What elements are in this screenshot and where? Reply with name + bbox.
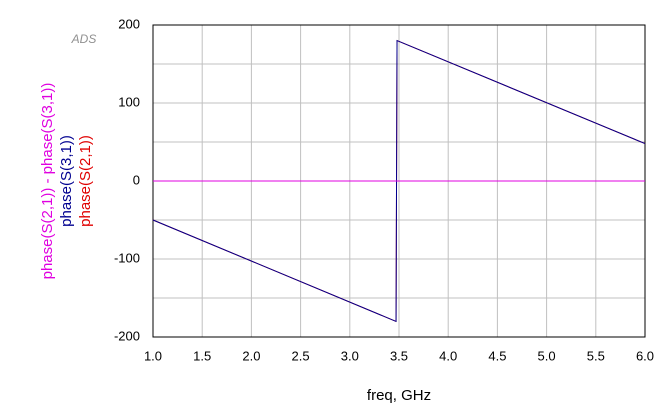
y-tick-label: -100 <box>114 250 140 265</box>
x-tick-label: 2.0 <box>242 348 260 363</box>
legend-label: phase(S(2,1)) <box>77 135 94 227</box>
x-tick-label: 2.5 <box>292 348 310 363</box>
legend-label: phase(S(3,1)) <box>58 135 75 227</box>
x-tick-label: 1.0 <box>144 348 162 363</box>
x-tick-label: 5.0 <box>538 348 556 363</box>
x-tick-label: 4.0 <box>439 348 457 363</box>
x-tick-label: 1.5 <box>193 348 211 363</box>
y-tick-label: 200 <box>118 16 140 31</box>
x-tick-label: 3.0 <box>341 348 359 363</box>
y-tick-label: 0 <box>133 172 140 187</box>
x-tick-label: 6.0 <box>636 348 654 363</box>
x-tick-label: 3.5 <box>390 348 408 363</box>
x-tick-label: 5.5 <box>587 348 605 363</box>
y-tick-label: 100 <box>118 94 140 109</box>
y-tick-label: -200 <box>114 328 140 343</box>
x-tick-label: 4.5 <box>488 348 506 363</box>
legend-label: phase(S(2,1)) - phase(S(3,1)) <box>39 83 56 280</box>
watermark: ADS <box>71 32 97 46</box>
x-axis-label: freq, GHz <box>367 387 431 404</box>
